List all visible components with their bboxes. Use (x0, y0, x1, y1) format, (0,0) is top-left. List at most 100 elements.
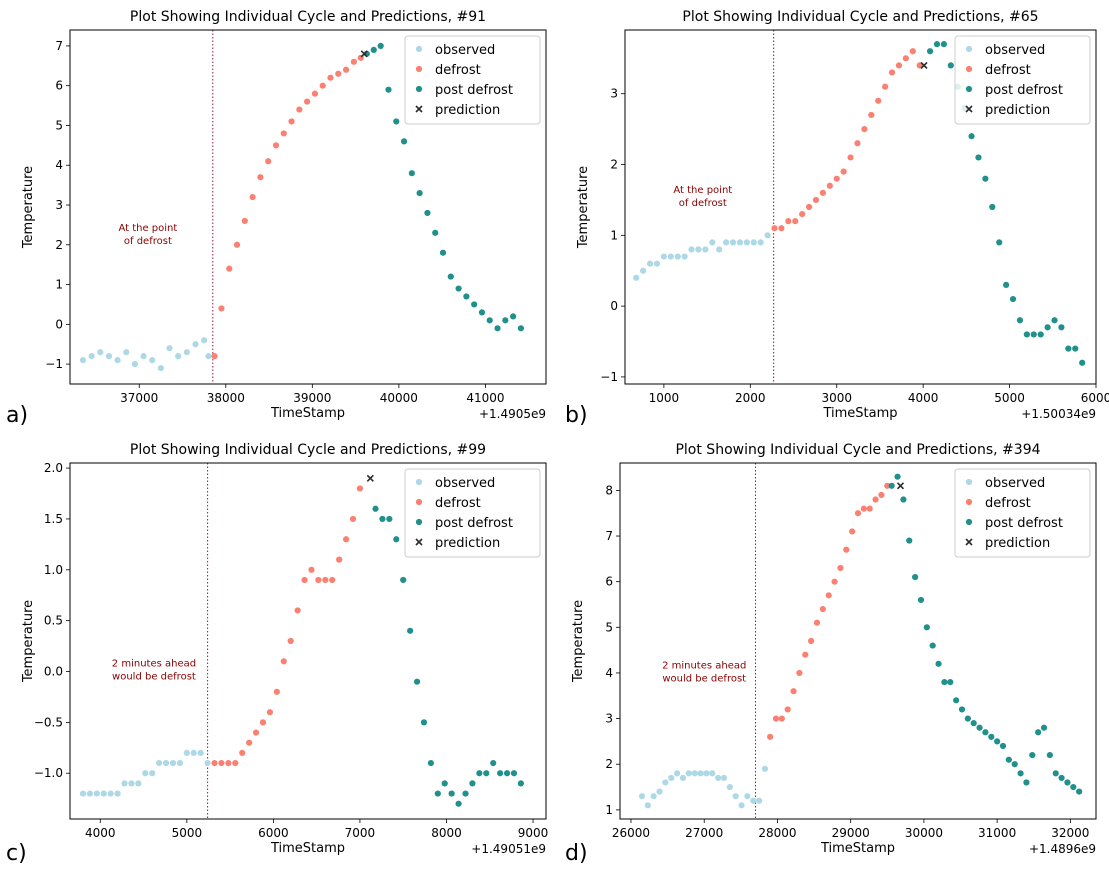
x-tick-label: 30000 (905, 826, 943, 840)
legend-label: post defrost (435, 516, 513, 531)
y-tick-label: 0.5 (44, 614, 63, 628)
x-tick-label: 6000 (1081, 391, 1109, 405)
defrost-point (778, 715, 785, 722)
defrost-point (301, 576, 308, 584)
defrost-point (288, 118, 295, 125)
defrost-point (280, 658, 287, 665)
observed-point (667, 253, 674, 260)
post-defrost-point (432, 229, 439, 236)
legend-box (404, 468, 541, 558)
defrost-point (808, 637, 815, 645)
y-tick-label: 0.0 (44, 665, 63, 679)
defrost-point (771, 225, 778, 232)
y-tick-label: 3 (55, 198, 63, 212)
y-tick-label: 1.5 (44, 512, 63, 526)
observed-point (166, 345, 173, 352)
observed-point (201, 337, 208, 344)
y-axis-label: Temperature (571, 600, 586, 683)
defrost-point (329, 576, 336, 584)
defrost-point (232, 759, 239, 767)
post-defrost-point (490, 759, 497, 767)
legend-marker-defrost (415, 498, 423, 506)
defrost-point (349, 515, 357, 523)
defrost-point (239, 749, 246, 756)
post-defrost-point (1030, 331, 1037, 338)
defrost-point (266, 709, 274, 716)
defrost-point (342, 66, 350, 73)
post-defrost-point (462, 790, 469, 797)
post-defrost-point (968, 133, 975, 140)
post-defrost-point (947, 62, 954, 69)
plot-frame (69, 29, 547, 385)
post-defrost-point (900, 496, 907, 503)
defrost-point (831, 578, 838, 585)
post-defrost-point (1058, 324, 1065, 331)
observed-point (640, 267, 647, 274)
observed-point (744, 793, 751, 800)
defrost-point (308, 566, 315, 573)
observed-point (688, 246, 695, 253)
observed-point (100, 790, 107, 797)
defrost-point (854, 140, 861, 147)
x-axis-label: TimeStamp (822, 406, 897, 421)
post-defrost-point (416, 189, 423, 197)
post-defrost-point (940, 41, 947, 48)
observed-point (183, 349, 190, 356)
post-defrost-point (510, 313, 517, 320)
chart-title: Plot Showing Individual Cycle and Predic… (130, 9, 486, 25)
observed-point (149, 770, 156, 777)
annotation-text: At the point of defrost (118, 223, 177, 247)
observed-point (695, 246, 702, 253)
defrost-point (884, 482, 891, 489)
post-defrost-point (448, 790, 455, 797)
observed-point (157, 364, 164, 372)
observed-point (743, 239, 750, 246)
post-defrost-point (1072, 345, 1079, 352)
observed-point (736, 239, 744, 246)
y-tick-label: −1 (45, 357, 63, 371)
post-defrost-point (517, 780, 525, 787)
x-tick-label: 37000 (120, 391, 158, 405)
prediction-point (360, 50, 368, 58)
defrost-point (272, 142, 280, 149)
post-defrost-point (1051, 317, 1058, 324)
post-defrost-point (912, 574, 919, 581)
post-defrost-point (933, 41, 941, 48)
legend-marker-observed (415, 478, 423, 486)
observed-point (674, 770, 681, 777)
observed-point (86, 790, 94, 797)
x-tick-label: 9000 (518, 826, 549, 840)
defrost-point (868, 111, 875, 119)
observed-point (79, 790, 87, 797)
defrost-point (825, 592, 832, 599)
post-defrost-point (1017, 770, 1024, 777)
observed-point (183, 749, 190, 756)
defrost-point (233, 241, 241, 248)
prediction-point (920, 61, 928, 69)
observed-point (192, 341, 199, 348)
post-defrost-point (1035, 729, 1042, 736)
panel-label: b) (565, 403, 588, 428)
observed-point (662, 779, 669, 786)
annotation-line: 2 minutes ahead (662, 660, 746, 671)
post-defrost-point (469, 780, 476, 787)
post-defrost-point (510, 770, 518, 777)
defrost-point (790, 688, 797, 695)
post-defrost-point (517, 325, 525, 332)
post-defrost-point (947, 678, 954, 686)
observed-point (674, 253, 681, 260)
post-defrost-point (1079, 359, 1086, 366)
observed-point (709, 770, 716, 777)
post-defrost-point (434, 790, 441, 797)
y-tick-label: 1 (605, 803, 613, 817)
defrost-point (304, 98, 311, 105)
observed-point (691, 770, 698, 777)
legend-marker-post-defrost (965, 85, 973, 93)
x-tick-label: 26000 (612, 826, 650, 840)
panel-label: a) (6, 403, 28, 428)
defrost-point (211, 759, 218, 767)
post-defrost-point (463, 293, 470, 300)
observed-point (764, 232, 771, 239)
legend: observed defrost post defrost prediction (954, 468, 1091, 558)
legend: observed defrost post defrost prediction (404, 468, 541, 558)
